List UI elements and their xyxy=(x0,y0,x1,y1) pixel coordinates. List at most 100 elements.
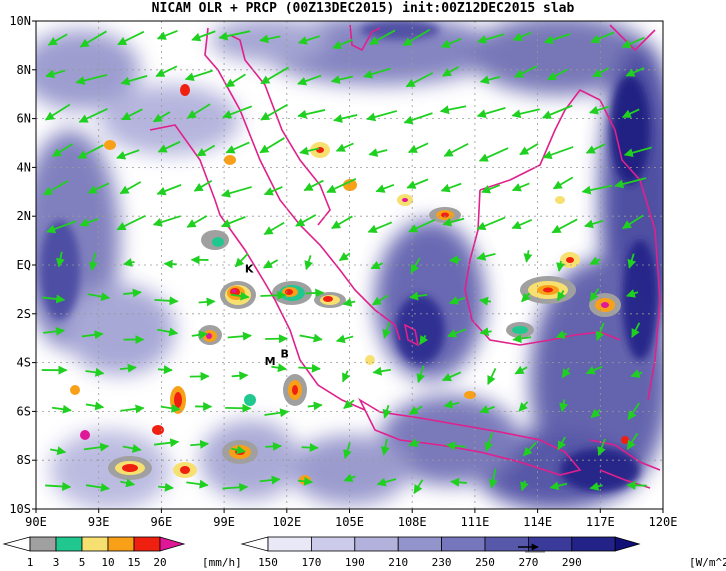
wind-vector xyxy=(304,255,314,271)
olr-colorbar-swatch xyxy=(267,536,312,552)
wind-vector xyxy=(549,481,568,491)
wind-vector xyxy=(511,182,530,192)
wind-vector xyxy=(225,141,250,154)
wind-vector xyxy=(481,184,501,194)
wind-vector xyxy=(85,401,105,411)
lon-label: 90E xyxy=(25,515,47,529)
wind-vector xyxy=(448,255,461,265)
olr-colorbar-label: 150 xyxy=(258,556,278,569)
wind-vector xyxy=(419,334,429,346)
wind-vector xyxy=(522,442,537,457)
wind-vector xyxy=(186,479,209,489)
wind-vector xyxy=(514,365,528,375)
wind-vector xyxy=(440,37,462,48)
lat-label: 4N xyxy=(17,160,31,174)
wind-vector xyxy=(260,103,288,121)
wind-vector xyxy=(155,65,178,77)
lat-label: 10S xyxy=(9,502,31,516)
wind-vector xyxy=(488,468,498,489)
wind-vector xyxy=(408,438,420,448)
wind-vector xyxy=(85,367,105,377)
lat-label: 2N xyxy=(17,209,31,223)
wind-vector xyxy=(51,143,74,158)
lat-label: 8N xyxy=(17,63,31,77)
lat-label: 10N xyxy=(9,14,31,28)
wind-vector xyxy=(342,370,351,383)
wind-vector xyxy=(626,432,639,450)
wind-vector xyxy=(477,33,505,44)
lat-label: 6S xyxy=(17,404,31,418)
wind-vector xyxy=(196,144,216,157)
wind-vector xyxy=(521,292,531,303)
wind-vector xyxy=(614,177,647,189)
wind-vector xyxy=(299,333,323,343)
wind-vector xyxy=(479,405,495,414)
wind-vector xyxy=(198,297,216,307)
wind-vector xyxy=(85,482,110,492)
wind-vector xyxy=(443,399,460,409)
wind-vector xyxy=(380,438,390,456)
precip-colorbar-label: 1 xyxy=(27,556,34,569)
wind-vector xyxy=(382,405,392,419)
wind-vector xyxy=(487,367,497,386)
wind-vector xyxy=(442,217,465,227)
wind-vector xyxy=(231,371,249,381)
wind-vector xyxy=(592,67,610,78)
wind-vector xyxy=(271,363,287,373)
wind-vector xyxy=(585,143,606,154)
olr-colorbar-label: 230 xyxy=(432,556,452,569)
lat-label: 6N xyxy=(17,112,31,126)
wind-vector xyxy=(627,402,641,421)
wind-vector xyxy=(45,69,66,79)
wind-vector xyxy=(55,251,65,268)
wind-vector xyxy=(343,399,355,409)
olr-colorbar-end-tip xyxy=(614,536,641,552)
wind-vector xyxy=(330,75,354,84)
wind-vector xyxy=(343,473,356,482)
lon-label: 96E xyxy=(151,515,173,529)
wind-vector xyxy=(227,331,252,341)
wind-vector xyxy=(264,408,290,418)
wind-vector xyxy=(561,367,571,379)
wind-vector xyxy=(407,142,429,154)
wind-vector xyxy=(413,479,424,494)
wind-vector xyxy=(43,326,66,336)
wind-vector xyxy=(585,365,603,375)
wind-vector xyxy=(263,221,285,236)
wind-vector xyxy=(117,30,145,46)
wind-vector xyxy=(366,110,398,122)
lat-label: 8S xyxy=(17,453,31,467)
wind-vector xyxy=(405,72,434,88)
wind-vector xyxy=(363,67,391,79)
wind-vector xyxy=(120,404,145,414)
wind-vector xyxy=(83,442,110,452)
wind-vector xyxy=(305,288,325,298)
wind-vectors xyxy=(41,28,652,494)
lat-label: 2S xyxy=(17,307,31,321)
precip-colorbar-label: 20 xyxy=(153,556,166,569)
wind-vector xyxy=(376,477,397,487)
wind-vector xyxy=(81,330,104,340)
wind-vector xyxy=(542,146,574,160)
lon-label: 102E xyxy=(272,515,301,529)
wind-vector xyxy=(382,321,392,339)
wind-vector xyxy=(342,298,356,307)
wind-vector xyxy=(259,34,281,44)
wind-vector xyxy=(79,218,99,227)
wind-vector xyxy=(479,327,492,337)
wind-vector xyxy=(478,147,509,162)
wind-vector xyxy=(259,475,281,485)
wind-vector xyxy=(42,180,69,196)
wind-vector xyxy=(543,33,571,45)
wind-vector xyxy=(220,216,246,228)
wind-vector xyxy=(335,334,354,344)
wind-vector xyxy=(559,399,569,413)
lon-label: 120E xyxy=(649,515,678,529)
wind-vector xyxy=(259,137,285,154)
olr-colorbar-swatch xyxy=(397,536,443,552)
wind-vector xyxy=(265,334,288,344)
precip-colorbar-label: 10 xyxy=(101,556,114,569)
wind-vector xyxy=(442,65,460,77)
lon-label: 105E xyxy=(335,515,364,529)
wind-vector xyxy=(163,259,177,269)
